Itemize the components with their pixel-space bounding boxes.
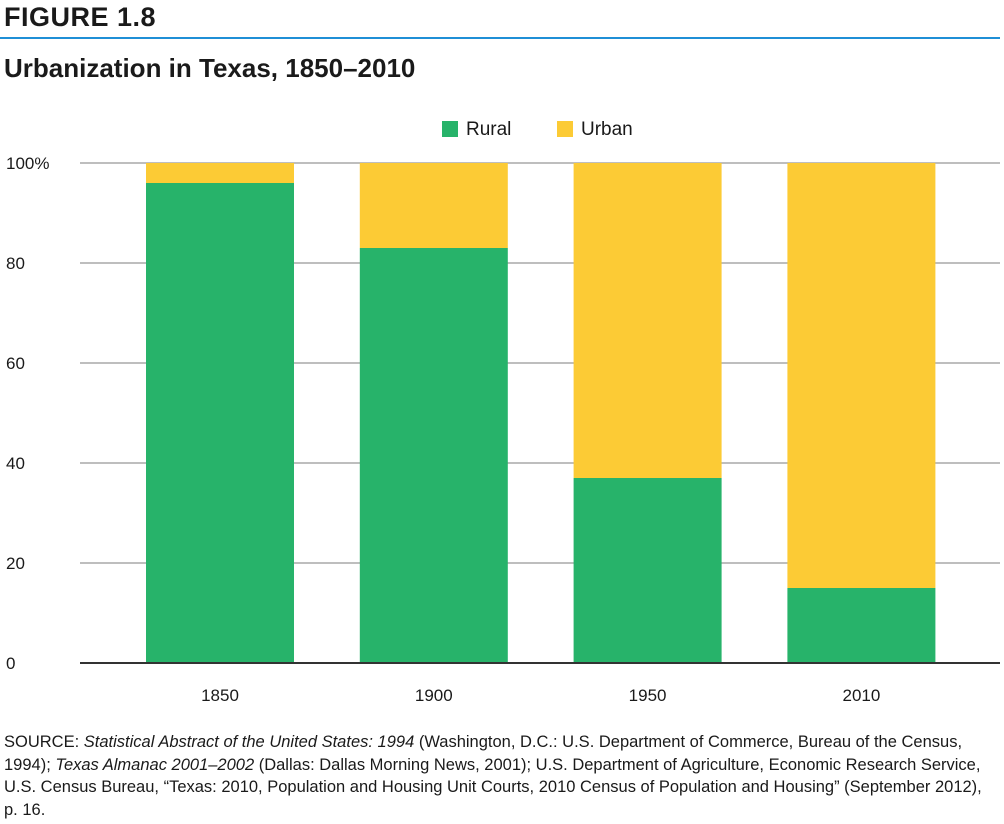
x-tick-label: 1850 — [201, 686, 239, 705]
bar-urban-1900 — [359, 163, 508, 248]
chart-title: Urbanization in Texas, 1850–2010 — [4, 53, 416, 83]
y-tick-label: 80 — [6, 254, 25, 273]
bar-rural-1950 — [573, 478, 722, 663]
bar-urban-1850 — [146, 163, 294, 183]
source-text-2: (Dallas: Dallas Morning News, 2001); U.S… — [4, 755, 982, 819]
source-prefix: SOURCE: — [4, 733, 84, 751]
x-tick-label: 1900 — [415, 686, 453, 705]
bar-rural-1850 — [146, 183, 294, 663]
source-note: SOURCE: Statistical Abstract of the Unit… — [4, 731, 994, 821]
source-title-2: Texas Almanac 2001–2002 — [55, 755, 255, 774]
source-text-1: (Washington, D.C.: U.S. Department of Co… — [4, 733, 963, 774]
y-tick-label: 0 — [6, 654, 15, 673]
bar-urban-1950 — [573, 163, 722, 478]
y-tick-label: 40 — [6, 454, 25, 473]
stacked-bar-chart: 0 20 40 60 80 100% 1850 1900 1950 2010 Rural Urban — [6, 119, 1000, 705]
y-tick-label: 60 — [6, 354, 25, 373]
source-title-1: Statistical Abstract of the United State… — [83, 733, 415, 751]
bar-rural-2010 — [787, 588, 936, 663]
figure-label: FIGURE 1.8 — [4, 2, 157, 32]
bar-rural-1900 — [359, 248, 508, 663]
x-tick-label: 2010 — [842, 686, 880, 705]
legend-label-rural: Rural — [466, 119, 511, 140]
y-tick-label: 20 — [6, 554, 25, 573]
title-divider — [0, 37, 1000, 39]
legend-swatch-rural — [442, 121, 458, 137]
bar-urban-2010 — [787, 163, 936, 588]
legend-swatch-urban — [557, 121, 573, 137]
x-tick-label: 1950 — [629, 686, 667, 705]
y-tick-label: 100% — [6, 154, 49, 173]
legend-label-urban: Urban — [581, 119, 633, 140]
